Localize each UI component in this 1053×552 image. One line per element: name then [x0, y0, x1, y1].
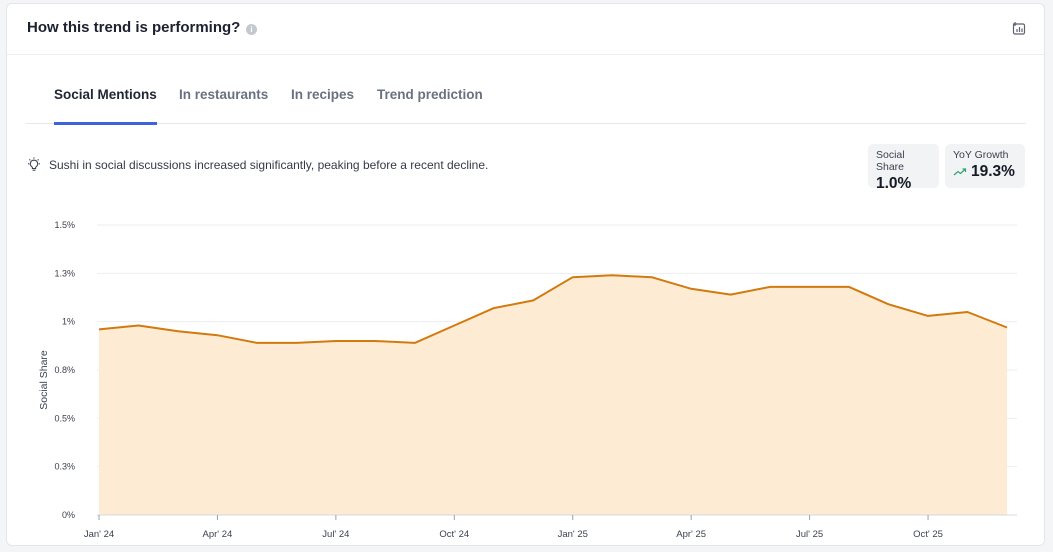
yoy-growth-label: YoY Growth	[953, 149, 1009, 161]
y-tick-label: 0%	[62, 510, 75, 520]
y-tick-label: 1.5%	[54, 220, 75, 230]
yoy-growth-stat: YoY Growth 19.3%	[945, 144, 1025, 188]
tab-social-mentions[interactable]: Social Mentions	[54, 87, 157, 125]
series-line	[98, 274, 1008, 344]
tab-bar: Social Mentions In restaurants In recipe…	[26, 78, 1026, 125]
social-share-value: 1.0%	[876, 175, 912, 192]
trend-up-icon	[953, 168, 967, 176]
chart-export-icon[interactable]	[1012, 21, 1026, 35]
y-tick-label: 0.8%	[54, 365, 75, 375]
y-tick-label: 0.3%	[54, 462, 75, 472]
x-tick-label: Apr' 25	[676, 529, 706, 540]
social-share-stat: Social Share 1.0%	[868, 144, 939, 192]
y-axis-label: Social Share	[38, 350, 50, 410]
social-share-value-row: 1.0%	[876, 175, 931, 193]
yoy-growth-value-row: 19.3%	[953, 163, 1017, 181]
tab-trend-prediction[interactable]: Trend prediction	[377, 87, 483, 102]
lightbulb-icon	[28, 157, 40, 171]
x-tick-label: Jul' 25	[796, 529, 823, 540]
info-icon[interactable]: i	[246, 24, 257, 35]
y-tick-label: 0.5%	[54, 413, 75, 423]
insight-row: Sushi in social discussions increased si…	[27, 156, 488, 174]
social-share-label: Social Share	[876, 149, 905, 173]
y-tick-label: 1%	[62, 317, 75, 327]
y-tick-label: 1.3%	[54, 268, 75, 278]
x-tick-label: Jan' 24	[84, 529, 114, 540]
tab-in-recipes[interactable]: In recipes	[291, 87, 355, 102]
trend-performance-card: How this trend is performing? i Social M…	[6, 3, 1045, 546]
x-tick-label: Jan' 25	[558, 529, 588, 540]
card-header: How this trend is performing? i	[7, 4, 1044, 55]
chart-svg: 0% 0.3% 0.5% 0.8% 1% 1.3% 1.5% Jan' 24 Apr' 24 Ju…	[38, 220, 1017, 540]
insight-text: Sushi in social discussions increased si…	[49, 158, 489, 172]
x-tick-label: Oct' 24	[439, 529, 469, 540]
series-area	[99, 275, 1007, 515]
x-tick-label: Jul' 24	[322, 529, 349, 540]
social-share-chart: 0% 0.3% 0.5% 0.8% 1% 1.3% 1.5% Jan' 24 Apr' 24 Ju…	[7, 204, 1044, 545]
x-tick-label: Apr' 24	[203, 529, 233, 540]
x-tick-label: Oct' 25	[913, 529, 943, 540]
yoy-growth-value: 19.3%	[971, 163, 1015, 180]
card-title: How this trend is performing?	[27, 19, 241, 36]
tab-in-restaurants[interactable]: In restaurants	[179, 87, 269, 102]
